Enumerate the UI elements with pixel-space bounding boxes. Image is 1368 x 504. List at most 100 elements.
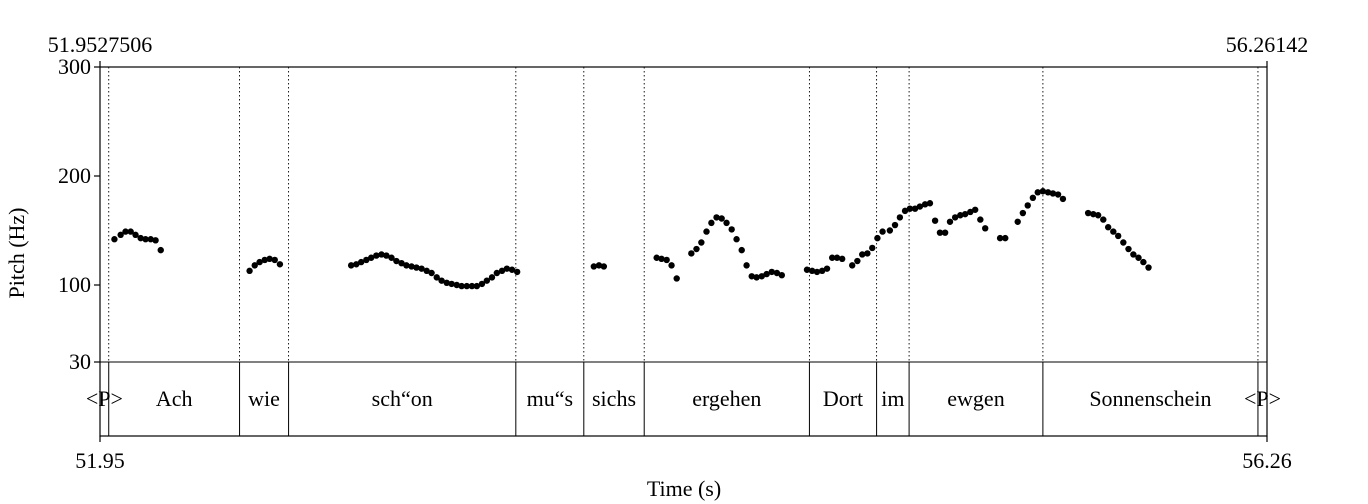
pitch-point <box>122 228 129 235</box>
pitch-point <box>758 273 765 280</box>
pitch-point <box>921 201 929 208</box>
pitch-point <box>256 258 263 266</box>
pitch-point <box>393 257 400 265</box>
pitch-point <box>936 229 944 236</box>
pitch-point <box>261 256 268 264</box>
pitch-point <box>600 263 608 270</box>
pitch-point <box>378 251 385 258</box>
pitch-point <box>901 207 909 215</box>
pitch-point <box>458 282 465 290</box>
pitch-point <box>1094 212 1102 219</box>
pitch-point <box>911 205 919 212</box>
pitch-point <box>874 234 881 242</box>
word-label: Ach <box>156 386 193 411</box>
y-tick-label: 30 <box>69 349 91 374</box>
pitch-point <box>443 279 450 287</box>
pitch-point <box>768 268 775 276</box>
pitch-point <box>1049 190 1057 197</box>
pitch-point <box>483 277 491 284</box>
pitch-point <box>971 206 979 213</box>
y-tick-label: 100 <box>58 272 91 297</box>
word-label: sichs <box>592 386 636 411</box>
pitch-point <box>493 269 501 277</box>
pitch-point <box>663 256 670 264</box>
pitch-point <box>778 271 785 279</box>
pitch-point <box>1024 202 1031 209</box>
pitch-point <box>1039 188 1047 195</box>
pitch-point <box>473 282 481 290</box>
pitch-point <box>738 246 745 254</box>
pitch-point <box>137 234 144 242</box>
pitch-point <box>957 212 964 219</box>
pitch-point <box>823 265 831 272</box>
pitch-point <box>1120 239 1127 246</box>
y-axis: 300 200 100 30 <box>58 54 1268 442</box>
pitch-point <box>127 228 134 235</box>
pitch-point <box>398 260 405 267</box>
pitch-point <box>743 262 750 269</box>
pitch-point <box>967 208 974 216</box>
word-label: Dort <box>823 386 863 411</box>
pitch-point <box>347 262 355 269</box>
pitch-point <box>926 200 934 207</box>
pitch-point <box>773 269 781 277</box>
pitch-point <box>1019 209 1027 217</box>
pitch-point <box>1110 228 1117 235</box>
pitch-point <box>693 245 700 253</box>
pitch-point <box>1145 264 1152 271</box>
pitch-point <box>117 231 124 239</box>
pitch-point <box>713 214 720 221</box>
pitch-point <box>363 256 370 264</box>
pitch-point <box>688 250 695 257</box>
pitch-point <box>828 254 836 261</box>
pitch-point <box>266 255 273 263</box>
pitch-point <box>433 274 440 281</box>
word-label: Sonnenschein <box>1089 386 1211 411</box>
y-tick-label: 200 <box>58 163 91 188</box>
pitch-point <box>708 219 715 227</box>
pitch-point <box>373 252 380 259</box>
pitch-point <box>1002 234 1009 242</box>
pitch-point <box>891 221 899 229</box>
pitch-point <box>408 263 415 270</box>
pitch-point <box>142 236 149 243</box>
pitch-point <box>418 265 425 272</box>
y-axis-label: Pitch (Hz) <box>4 207 29 298</box>
pitch-point <box>982 225 989 232</box>
pitch-point <box>698 239 705 246</box>
word-label: <P> <box>86 386 123 411</box>
pitch-point <box>1029 194 1037 201</box>
pitch-point <box>367 254 375 261</box>
word-label: ewgen <box>947 386 1004 411</box>
pitch-point <box>1125 245 1132 253</box>
x-axis-label: Time (s) <box>647 476 721 501</box>
pitch-point <box>896 214 904 221</box>
pitch-point <box>1135 254 1142 261</box>
pitch-points <box>111 188 1152 290</box>
word-boundaries <box>108 67 1259 436</box>
pitch-point <box>703 228 710 235</box>
pitch-point <box>733 236 740 243</box>
pitch-point <box>353 261 360 268</box>
pitch-point <box>428 269 435 277</box>
pitch-point <box>413 264 420 271</box>
pitch-point <box>946 218 954 225</box>
pitch-point <box>658 255 665 263</box>
pitch-point <box>951 214 959 221</box>
pitch-point <box>508 266 516 273</box>
pitch-point <box>246 267 253 275</box>
pitch-point <box>448 280 455 288</box>
pitch-point <box>869 244 876 252</box>
pitch-point <box>916 203 924 210</box>
pitch-point <box>147 236 154 243</box>
pitch-point <box>931 217 939 224</box>
pitch-point <box>879 228 886 235</box>
pitch-point <box>276 261 284 268</box>
pitch-point <box>590 263 598 270</box>
pitch-point <box>996 234 1004 242</box>
pitch-point <box>498 267 506 275</box>
pitch-point <box>438 277 445 284</box>
plot-frame <box>99 66 1268 437</box>
pitch-point <box>653 254 660 261</box>
pitch-point <box>271 256 278 264</box>
